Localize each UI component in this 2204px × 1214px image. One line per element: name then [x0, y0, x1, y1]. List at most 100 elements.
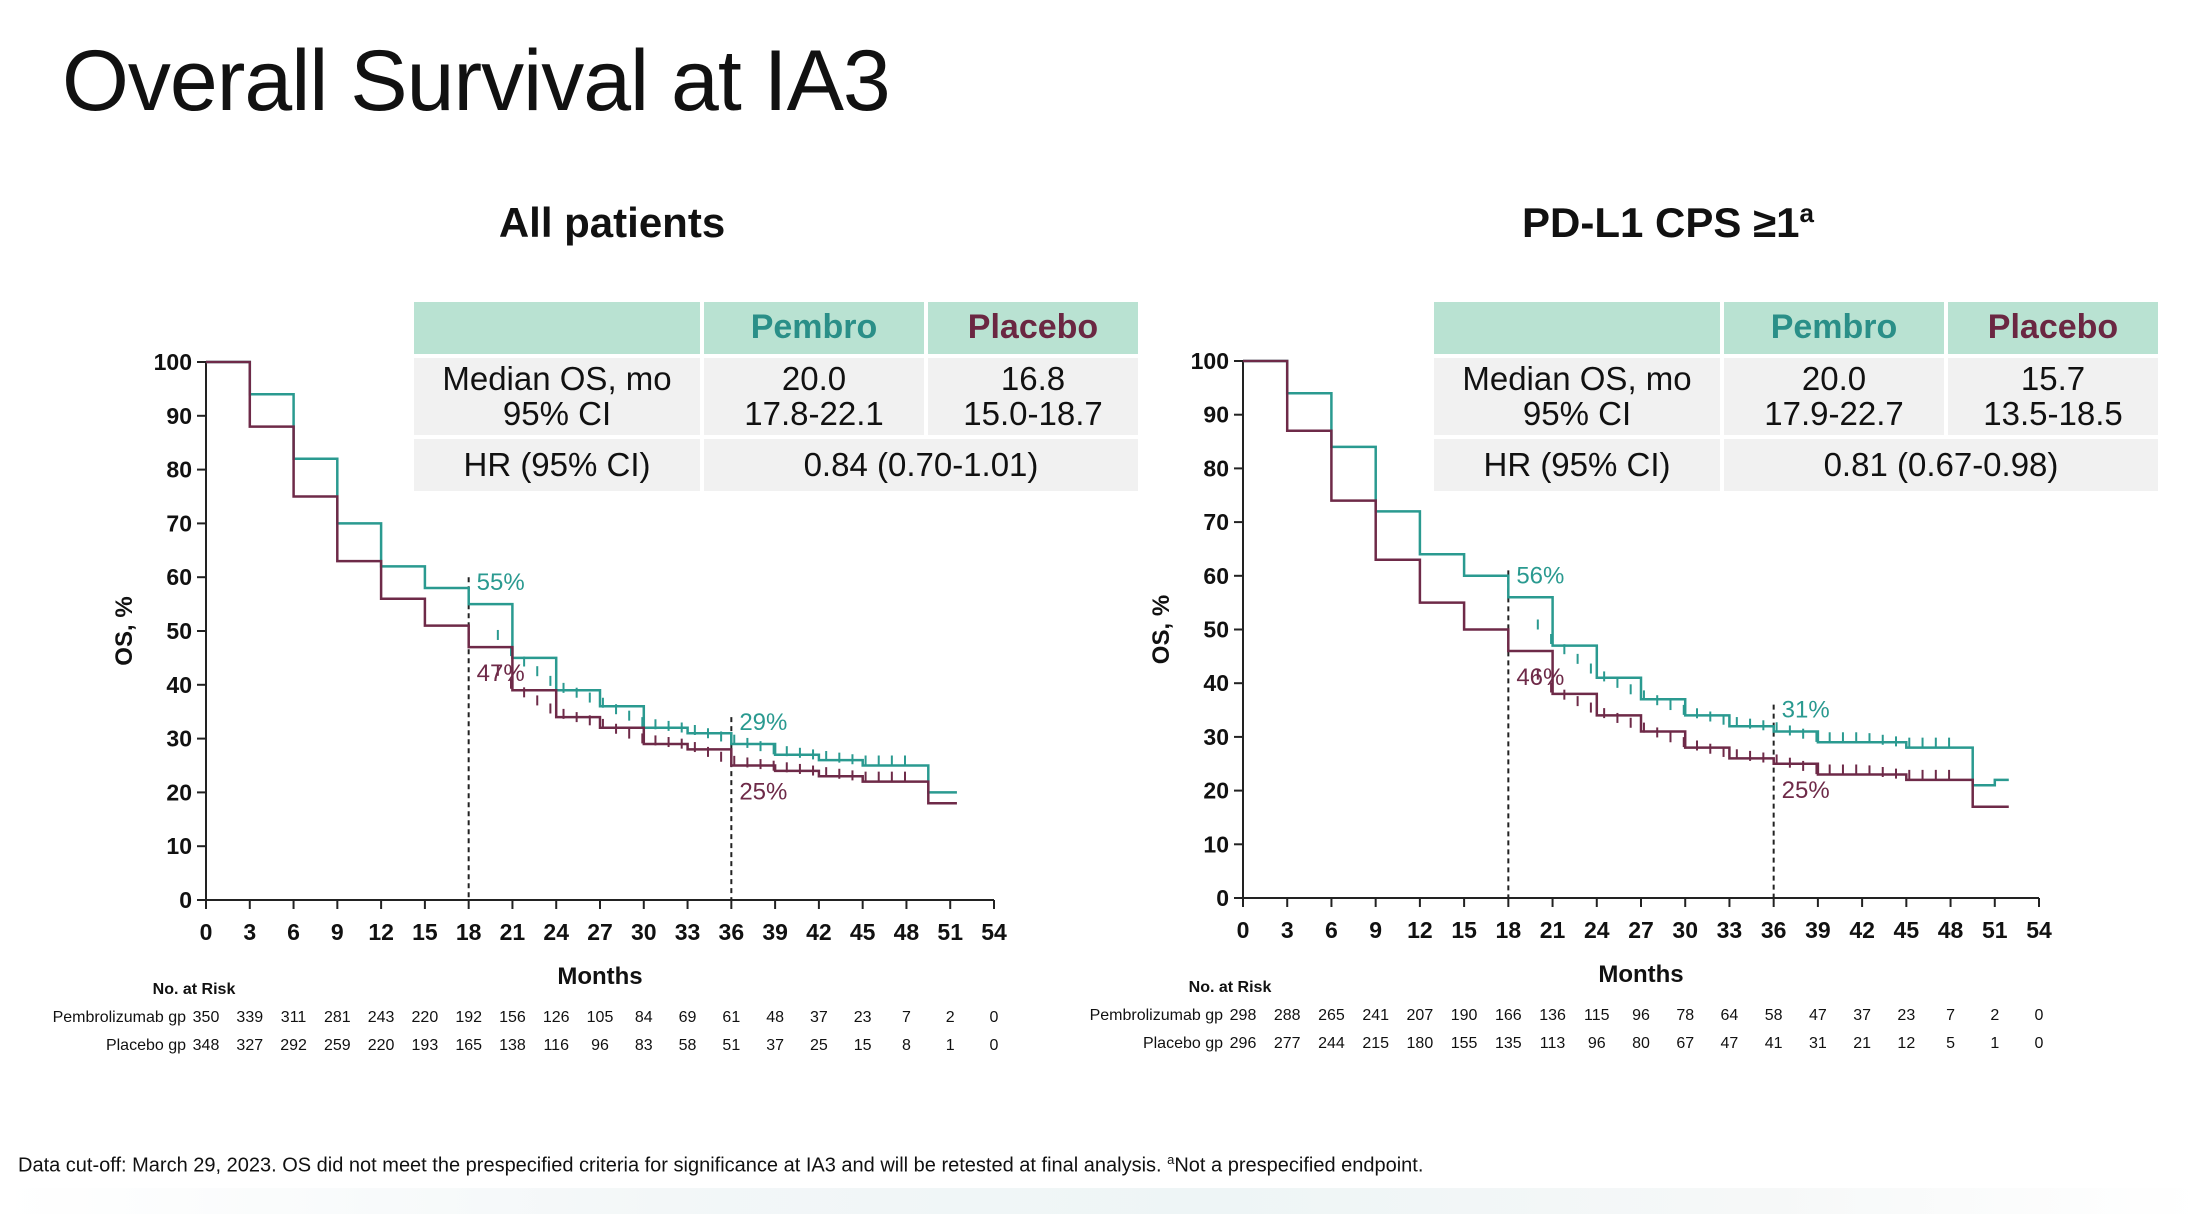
- x-tick-label: 27: [587, 919, 613, 945]
- stats-header-placebo: Placebo: [1948, 302, 2158, 354]
- x-tick-label: 3: [243, 919, 256, 945]
- risk-value-placebo: 327: [236, 1037, 263, 1054]
- risk-value-pembro: 243: [368, 1009, 395, 1026]
- risk-header: No. at Risk: [153, 981, 236, 998]
- y-tick-label: 20: [166, 779, 192, 805]
- stats-hr-value: 0.84 (0.70-1.01): [704, 439, 1138, 492]
- risk-value-placebo: 47: [1721, 1035, 1739, 1052]
- risk-value-placebo: 348: [193, 1037, 220, 1054]
- y-tick-label: 20: [1203, 778, 1229, 804]
- risk-value-pembro: 48: [766, 1009, 784, 1026]
- stats-pembro-median: 20.0 17.9-22.7: [1724, 358, 1944, 436]
- risk-value-pembro: 281: [324, 1009, 351, 1026]
- x-tick-label: 45: [1894, 917, 1920, 943]
- risk-value-pembro: 7: [1946, 1007, 1955, 1024]
- risk-label-pembro: Pembrolizumab gp: [1090, 1007, 1224, 1024]
- x-tick-label: 21: [1540, 917, 1566, 943]
- stats-label-hr: HR (95% CI): [414, 439, 700, 492]
- slide-title: Overall Survival at IA3: [62, 33, 891, 129]
- y-tick-label: 10: [166, 833, 192, 859]
- risk-value-pembro: 37: [1853, 1007, 1871, 1024]
- risk-value-pembro: 78: [1676, 1007, 1694, 1024]
- risk-value-placebo: 96: [1588, 1035, 1606, 1052]
- background-watermark: [0, 1188, 2204, 1214]
- curve-pembro: [1243, 359, 2009, 787]
- risk-value-pembro: 47: [1809, 1007, 1827, 1024]
- annotation-placebo: 25%: [1782, 777, 1830, 804]
- risk-value-pembro: 190: [1451, 1007, 1478, 1024]
- risk-value-placebo: 5: [1946, 1035, 1955, 1052]
- risk-value-pembro: 136: [1539, 1007, 1566, 1024]
- x-tick-label: 54: [2026, 917, 2052, 943]
- risk-value-pembro: 126: [543, 1009, 570, 1026]
- x-tick-label: 36: [719, 919, 745, 945]
- x-tick-label: 9: [1369, 917, 1382, 943]
- stats-placebo-median: 16.8 15.0-18.7: [928, 358, 1138, 436]
- x-tick-label: 21: [500, 919, 526, 945]
- x-tick-label: 15: [1451, 917, 1477, 943]
- stats-header-pembro: Pembro: [1724, 302, 1944, 354]
- risk-value-placebo: 292: [280, 1037, 307, 1054]
- risk-value-pembro: 241: [1362, 1007, 1389, 1024]
- x-tick-label: 24: [1584, 917, 1610, 943]
- y-tick-label: 90: [166, 403, 192, 429]
- risk-value-placebo: 8: [902, 1037, 911, 1054]
- risk-value-placebo: 96: [591, 1037, 609, 1054]
- x-tick-label: 51: [1982, 917, 2008, 943]
- risk-label-placebo: Placebo gp: [106, 1037, 186, 1054]
- x-tick-label: 15: [412, 919, 438, 945]
- risk-value-placebo: 0: [990, 1037, 999, 1054]
- risk-value-pembro: 115: [1584, 1007, 1610, 1024]
- x-tick-label: 39: [1805, 917, 1831, 943]
- risk-value-placebo: 1: [946, 1037, 955, 1054]
- y-axis-label: OS, %: [111, 596, 138, 665]
- risk-value-pembro: 37: [810, 1009, 828, 1026]
- risk-label-pembro: Pembrolizumab gp: [53, 1009, 187, 1026]
- y-tick-label: 60: [166, 564, 192, 590]
- y-tick-label: 50: [1203, 617, 1229, 643]
- risk-value-pembro: 64: [1721, 1007, 1739, 1024]
- risk-value-placebo: 180: [1407, 1035, 1434, 1052]
- y-tick-label: 80: [166, 457, 192, 483]
- stats-pembro-median: 20.0 17.8-22.1: [704, 358, 924, 436]
- curve-placebo: [1243, 359, 2009, 808]
- x-tick-label: 33: [1717, 917, 1743, 943]
- x-tick-label: 30: [631, 919, 657, 945]
- stats-hr-value: 0.81 (0.67-0.98): [1724, 439, 2158, 492]
- x-tick-label: 0: [200, 919, 213, 945]
- risk-value-pembro: 311: [281, 1009, 307, 1026]
- y-axis-label: OS, %: [1148, 595, 1175, 664]
- risk-value-placebo: 259: [324, 1037, 351, 1054]
- x-tick-label: 39: [762, 919, 788, 945]
- risk-value-pembro: 0: [990, 1009, 999, 1026]
- risk-value-pembro: 288: [1274, 1007, 1301, 1024]
- annotation-pembro: 31%: [1782, 697, 1830, 724]
- x-tick-label: 42: [806, 919, 832, 945]
- risk-value-pembro: 23: [854, 1009, 872, 1026]
- footnote: Data cut-off: March 29, 2023. OS did not…: [18, 1152, 1424, 1177]
- risk-value-pembro: 61: [722, 1009, 740, 1026]
- y-tick-label: 50: [166, 618, 192, 644]
- risk-value-placebo: 21: [1853, 1035, 1871, 1052]
- risk-value-pembro: 298: [1230, 1007, 1257, 1024]
- x-tick-label: 24: [543, 919, 569, 945]
- stats-header-blank: [414, 302, 700, 354]
- x-tick-label: 51: [937, 919, 963, 945]
- risk-value-placebo: 135: [1495, 1035, 1522, 1052]
- risk-value-placebo: 31: [1809, 1035, 1827, 1052]
- risk-value-pembro: 0: [2035, 1007, 2044, 1024]
- risk-value-placebo: 220: [368, 1037, 395, 1054]
- x-axis-label: Months: [557, 963, 642, 990]
- curve-placebo: [206, 360, 957, 805]
- risk-label-placebo: Placebo gp: [1143, 1035, 1223, 1052]
- x-tick-label: 48: [894, 919, 920, 945]
- risk-value-placebo: 15: [854, 1037, 872, 1054]
- stats-label-median: Median OS, mo 95% CI: [1434, 358, 1720, 436]
- annotation-placebo: 46%: [1516, 664, 1564, 691]
- stats-label-median: Median OS, mo 95% CI: [414, 358, 700, 436]
- stats-table-all-patients: Pembro Placebo Median OS, mo 95% CI 20.0 1…: [410, 298, 1142, 495]
- x-tick-label: 0: [1237, 917, 1250, 943]
- risk-value-placebo: 0: [2035, 1035, 2044, 1052]
- annotation-placebo: 25%: [739, 779, 787, 806]
